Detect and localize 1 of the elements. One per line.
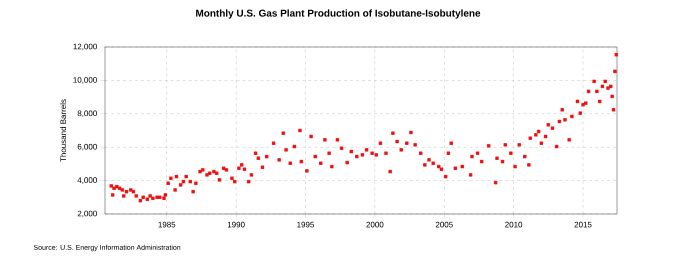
chart-title: Monthly U.S. Gas Plant Production of Isobutane-Isobutylene	[196, 9, 480, 19]
